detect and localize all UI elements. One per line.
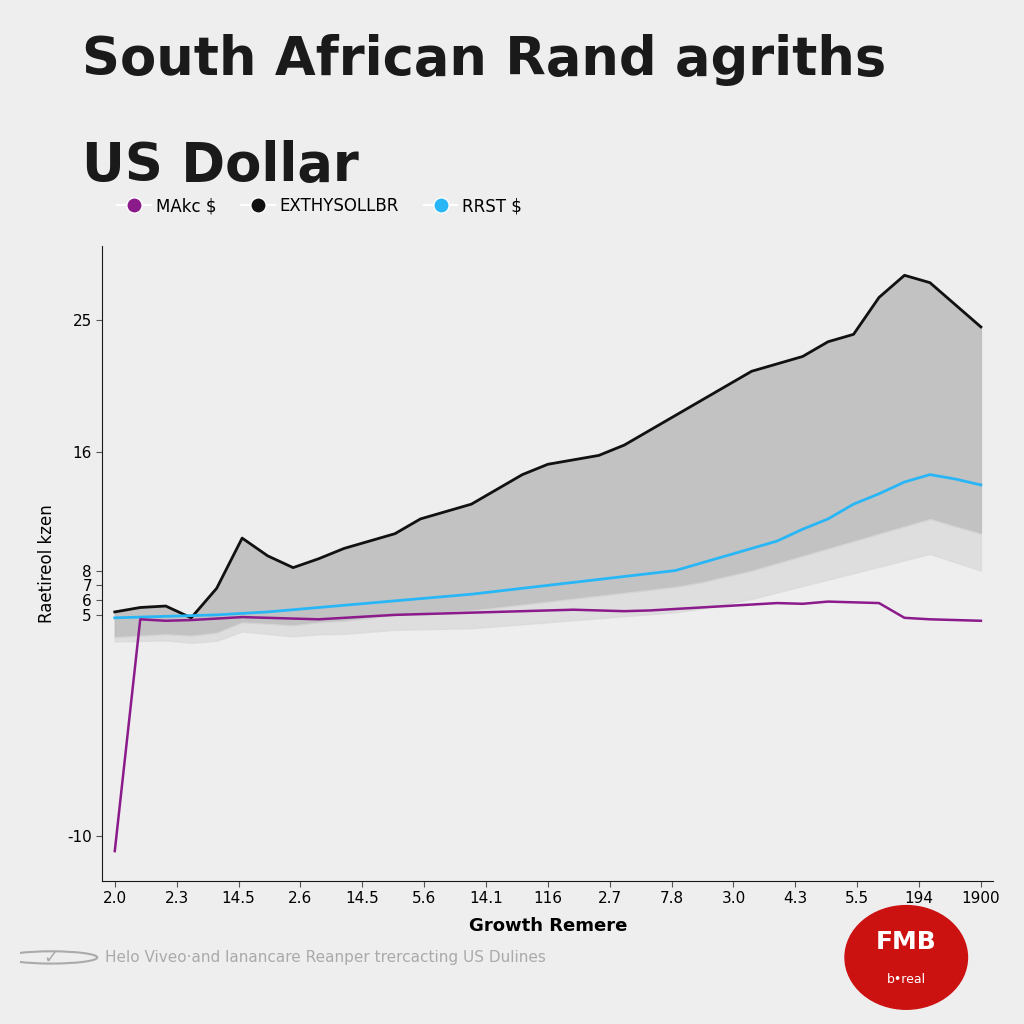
- Text: b•real: b•real: [887, 974, 926, 986]
- Y-axis label: Raetireol kzen: Raetireol kzen: [38, 504, 56, 623]
- Text: US Dollar: US Dollar: [82, 139, 358, 191]
- Text: Helo Viveo·and lanancare Reanper trercacting US Dulines: Helo Viveo·and lanancare Reanper trercac…: [105, 950, 546, 965]
- Text: South African Rand agriths: South African Rand agriths: [82, 34, 886, 86]
- Text: FMB: FMB: [876, 930, 937, 953]
- X-axis label: Growth Remere: Growth Remere: [469, 918, 627, 935]
- Circle shape: [845, 905, 968, 1010]
- Legend: MAkc $, EXTHYSOLLBR, RRST $: MAkc $, EXTHYSOLLBR, RRST $: [111, 190, 528, 222]
- Text: ✓: ✓: [44, 948, 58, 967]
